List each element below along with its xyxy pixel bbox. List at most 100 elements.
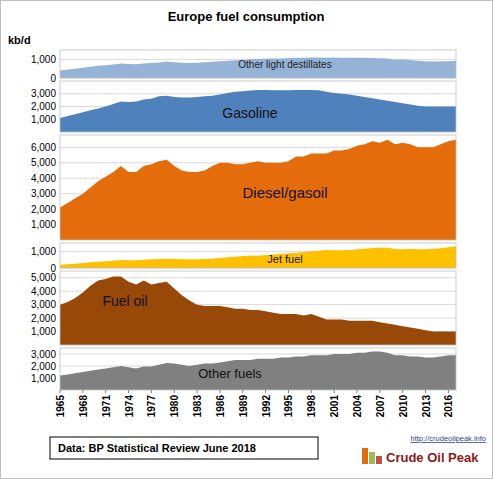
x-tick bbox=[311, 390, 312, 393]
plot-background bbox=[60, 271, 456, 345]
x-tick-label: 2013 bbox=[421, 395, 432, 418]
y-tick-label: 2,000 bbox=[31, 204, 56, 215]
y-tick-label: 2,000 bbox=[31, 361, 56, 372]
logo-bar bbox=[362, 448, 368, 464]
plot-background bbox=[60, 81, 456, 132]
area bbox=[60, 246, 456, 268]
panel: 1,0002,0003,000 1965 1968 1971 1974 1977 1980 1… bbox=[31, 348, 456, 417]
title: Europe fuel consumption bbox=[168, 9, 325, 24]
x-tick-label: 2001 bbox=[329, 395, 340, 418]
logo-bar bbox=[376, 456, 382, 464]
y-tick-label: 1,000 bbox=[31, 219, 56, 230]
data-group bbox=[60, 352, 456, 390]
series-label: Other light destillates bbox=[238, 59, 331, 70]
panel: 01,000 bbox=[31, 243, 456, 274]
panel: 0 1,000 bbox=[31, 50, 456, 84]
x-tick bbox=[334, 390, 335, 393]
area bbox=[60, 140, 456, 240]
source-box bbox=[50, 437, 318, 459]
x-tick bbox=[174, 390, 175, 393]
source: Data: BP Statistical Review June 2018 bbox=[58, 442, 256, 454]
series-label: Fuel oil bbox=[102, 293, 147, 309]
y-tick-label: 6,000 bbox=[31, 142, 56, 153]
y-tick-label: 4,000 bbox=[31, 173, 56, 184]
data-group bbox=[60, 246, 456, 268]
x-tick bbox=[128, 390, 129, 393]
area bbox=[60, 57, 456, 78]
y-tick-label: 1,000 bbox=[31, 114, 56, 125]
x-tick bbox=[357, 390, 358, 393]
plot-frame bbox=[60, 348, 456, 390]
x-tick-label: 2004 bbox=[352, 395, 363, 418]
logo-icon bbox=[362, 448, 382, 464]
area bbox=[60, 90, 456, 132]
x-tick-label: 1998 bbox=[306, 395, 317, 418]
series-label: Other fuels bbox=[198, 366, 262, 381]
watermark: Crude Oil Peak bbox=[386, 450, 479, 465]
x-tick-label: 1965 bbox=[55, 395, 66, 418]
x-tick bbox=[379, 390, 380, 393]
y-tick-label: 3,000 bbox=[31, 88, 56, 99]
x-tick bbox=[82, 390, 83, 393]
x-tick bbox=[151, 390, 152, 393]
plot-frame bbox=[60, 81, 456, 132]
plot-background bbox=[60, 50, 456, 78]
y-tick-label: 1,000 bbox=[31, 373, 56, 384]
x-tick-label: 1995 bbox=[283, 395, 294, 418]
x-tick-label: 1974 bbox=[124, 395, 135, 418]
x-tick-label: 1980 bbox=[169, 395, 180, 418]
series-label: Jet fuel bbox=[267, 253, 302, 265]
y-tick-label: 0 bbox=[50, 73, 56, 84]
plot-frame bbox=[60, 135, 456, 240]
series-label: Diesel/gasoil bbox=[242, 184, 327, 201]
plot-frame bbox=[60, 271, 456, 345]
data-group bbox=[60, 57, 456, 78]
y-tick-label: 1,000 bbox=[31, 54, 56, 65]
x-tick-label: 2010 bbox=[398, 395, 409, 418]
y-tick-label: 4,000 bbox=[31, 286, 56, 297]
watermark-url: http://crudeoilpeak.info bbox=[411, 434, 486, 443]
x-tick bbox=[60, 390, 61, 393]
x-tick bbox=[448, 390, 449, 393]
plot-frame bbox=[60, 243, 456, 268]
y-tick-label: 3,000 bbox=[31, 188, 56, 199]
panel: 1,000 2,000 3,000 4,000 5,000 bbox=[31, 271, 456, 345]
x-tick-label: 1968 bbox=[78, 395, 89, 418]
plot-background bbox=[60, 348, 456, 390]
data-group bbox=[60, 90, 456, 132]
x-tick bbox=[402, 390, 403, 393]
x-tick-label: 1986 bbox=[215, 395, 226, 418]
data-group bbox=[60, 140, 456, 240]
panel: 1,000 2,000 3,000 4,000 5,000 6,000 bbox=[31, 135, 456, 240]
background bbox=[0, 0, 493, 479]
plot-frame bbox=[60, 50, 456, 78]
series-label: Gasoline bbox=[222, 105, 277, 121]
x-tick bbox=[425, 390, 426, 393]
x-tick bbox=[288, 390, 289, 393]
grid-line bbox=[60, 354, 456, 355]
outer-border bbox=[1, 1, 493, 479]
y-tick-label: 2,000 bbox=[31, 101, 56, 112]
area bbox=[60, 276, 456, 345]
x-tick bbox=[197, 390, 198, 393]
panel: 1,000 2,000 3,000 bbox=[31, 81, 456, 132]
y-tick-label: 5,000 bbox=[31, 272, 56, 283]
chart-root: Europe fuel consumptionkb/d01,000Other l… bbox=[0, 0, 493, 479]
area bbox=[60, 352, 456, 390]
x-tick-label: 1977 bbox=[146, 395, 157, 418]
x-tick bbox=[105, 390, 106, 393]
data-group bbox=[60, 276, 456, 345]
x-tick bbox=[265, 390, 266, 393]
plot-background bbox=[60, 135, 456, 240]
y-tick-label: 5,000 bbox=[31, 157, 56, 168]
y-tick-label: 2,000 bbox=[31, 313, 56, 324]
y-tick-label: 1,000 bbox=[31, 326, 56, 337]
y-tick-label: 3,000 bbox=[31, 299, 56, 310]
x-tick-label: 1971 bbox=[101, 395, 112, 418]
x-tick-label: 1989 bbox=[238, 395, 249, 418]
x-tick bbox=[219, 390, 220, 393]
y-tick-label: 3,000 bbox=[31, 349, 56, 360]
x-tick-label: 1983 bbox=[192, 395, 203, 418]
logo-bar bbox=[369, 452, 375, 464]
plot-background bbox=[60, 243, 456, 268]
